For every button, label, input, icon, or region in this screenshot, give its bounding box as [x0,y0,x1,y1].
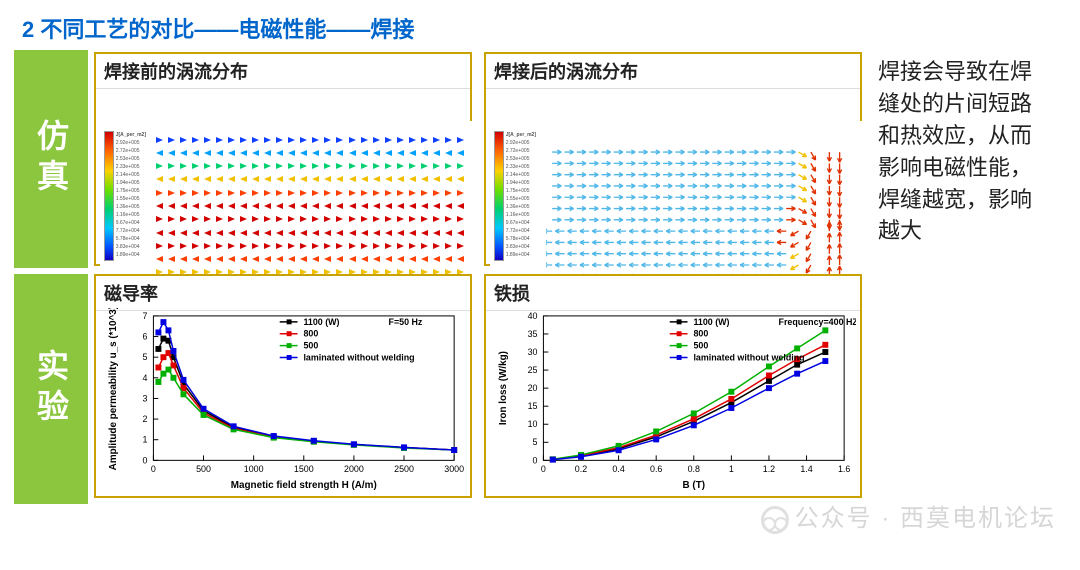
svg-text:30: 30 [528,347,538,357]
svg-text:15: 15 [528,401,538,411]
svg-text:B (T): B (T) [683,480,705,491]
svg-text:laminated without welding: laminated without welding [303,352,414,362]
panel-title-after: 焊接后的涡流分布 [486,54,860,89]
panel-title-before: 焊接前的涡流分布 [96,54,470,89]
svg-text:0: 0 [541,464,546,474]
svg-text:1500: 1500 [294,464,314,474]
svg-text:40: 40 [528,311,538,321]
svg-text:Magnetic field strength H (A/: Magnetic field strength H (A/m) [231,480,377,491]
svg-text:1.2: 1.2 [763,464,775,474]
svg-text:3000: 3000 [444,464,464,474]
svg-text:2500: 2500 [394,464,414,474]
svg-text:500: 500 [303,341,318,351]
svg-text:1.6: 1.6 [838,464,850,474]
svg-text:Amplitude permeability u_s (*: Amplitude permeability u_s (*10^3) [108,308,119,470]
svg-text:800: 800 [303,329,318,339]
panel-title-perm: 磁导率 [96,276,470,311]
svg-text:500: 500 [693,341,708,351]
svg-text:25: 25 [528,365,538,375]
panel-title-loss: 铁损 [486,276,860,311]
colorbar-after: J[A_per_m2]2.92e+0052.72e+0052.53e+0052.… [494,131,536,261]
svg-text:6: 6 [143,332,148,342]
svg-text:0.6: 0.6 [650,464,662,474]
svg-text:800: 800 [693,329,708,339]
main-grid: 仿真 实验 焊接前的涡流分布 J[A_per_m2]2.92e+0052.72e… [0,50,1080,504]
svg-text:3: 3 [143,393,148,403]
chart-ironloss: 0 0.2 0.4 0.6 0.8 1 1.2 1.4 1.6 0 5 10 15 20 25 30 35 40 B… [490,308,856,492]
svg-text:1100 (W): 1100 (W) [693,317,729,327]
svg-text:1.4: 1.4 [800,464,812,474]
panel-permeability: 磁导率 0 500 1000 1500 2000 2500 3000 0 1 2 3 4 5 6 7 Magn… [94,274,472,498]
svg-text:1000: 1000 [244,464,264,474]
svg-text:1100 (W): 1100 (W) [303,317,339,327]
svg-text:1: 1 [729,464,734,474]
wechat-icon [761,506,789,534]
svg-text:20: 20 [528,383,538,393]
page-title: 2 不同工艺的对比——电磁性能——焊接 [0,0,1080,50]
svg-text:35: 35 [528,329,538,339]
svg-text:0: 0 [151,464,156,474]
svg-text:4: 4 [143,373,148,383]
svg-text:0: 0 [143,455,148,465]
svg-text:500: 500 [196,464,211,474]
svg-text:Iron loss (W/kg): Iron loss (W/kg) [498,351,509,425]
label-simulation: 仿真 [14,50,88,268]
svg-text:Frequency=400 HZ: Frequency=400 HZ [779,317,856,327]
svg-text:laminated without welding: laminated without welding [693,352,804,362]
svg-text:5: 5 [533,437,538,447]
svg-text:7: 7 [143,311,148,321]
label-experiment: 实验 [14,274,88,504]
side-note: 焊接会导致在焊缝处的片间短路和热效应，从而影响电磁性能，焊缝越宽，影响越大 [868,50,1058,504]
svg-text:0.2: 0.2 [575,464,587,474]
svg-text:0.4: 0.4 [612,464,624,474]
svg-text:1: 1 [143,435,148,445]
svg-text:0: 0 [533,455,538,465]
svg-text:F=50 Hz: F=50 Hz [389,317,423,327]
chart-permeability: 0 500 1000 1500 2000 2500 3000 0 1 2 3 4 5 6 7 Magnetic… [100,308,466,492]
panel-eddy-before: 焊接前的涡流分布 J[A_per_m2]2.92e+0052.72e+0052.… [94,52,472,266]
row-labels: 仿真 实验 [14,50,88,504]
svg-text:2: 2 [143,414,148,424]
colorbar-before: J[A_per_m2]2.92e+0052.72e+0052.53e+0052.… [104,131,146,261]
panels: 焊接前的涡流分布 J[A_per_m2]2.92e+0052.72e+0052.… [88,50,868,504]
svg-text:0.8: 0.8 [688,464,700,474]
svg-text:10: 10 [528,419,538,429]
svg-text:5: 5 [143,352,148,362]
panel-eddy-after: 焊接后的涡流分布 J[A_per_m2]2.92e+0052.72e+0052.… [484,52,862,266]
panel-ironloss: 铁损 0 0.2 0.4 0.6 0.8 1 1.2 1.4 1.6 0 5 10 15 20 25 30 35… [484,274,862,498]
svg-text:2000: 2000 [344,464,364,474]
